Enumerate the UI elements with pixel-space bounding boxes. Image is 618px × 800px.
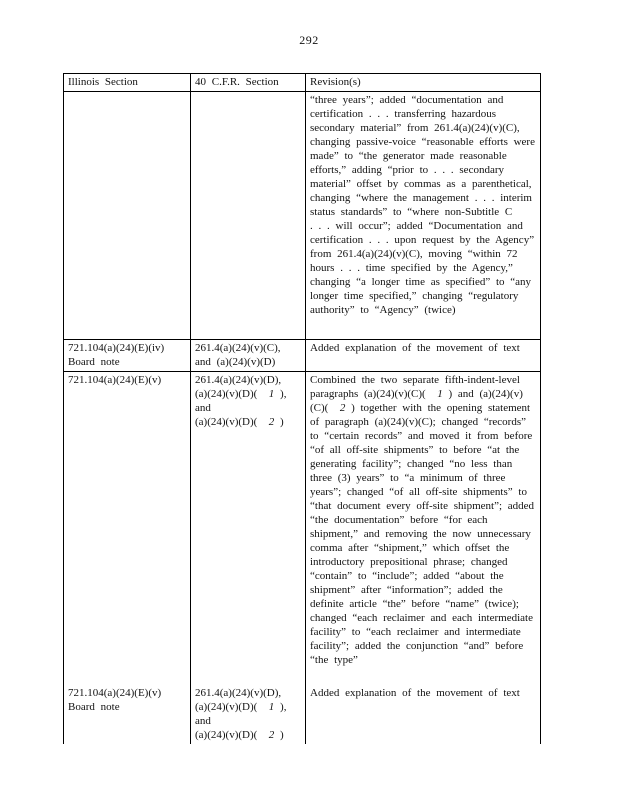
table-row-continuation: “three years”; added “documentation and … — [63, 91, 541, 340]
revisions-table: Illinois Section 40 C.F.R. Section Revis… — [63, 73, 541, 744]
cell-revisions: Added explanation of the movement of tex… — [305, 685, 541, 744]
table-row: 721.104(a)(24)(E)(iv) Board note 261.4(a… — [63, 339, 541, 372]
cell-illinois-section — [63, 91, 191, 340]
cell-revisions: Combined the two separate fifth-indent-l… — [305, 371, 541, 685]
cell-cfr-section: 261.4(a)(24)(v)(D), (a)(24)(v)(D)( 1 ), … — [190, 371, 306, 685]
table-row-no-border: 721.104(a)(24)(E)(v) Board note 261.4(a)… — [63, 685, 541, 744]
cell-cfr-section — [190, 91, 306, 340]
cell-revisions: “three years”; added “documentation and … — [305, 91, 541, 340]
cell-cfr-section: 261.4(a)(24)(v)(C), and (a)(24)(v)(D) — [190, 339, 306, 372]
cell-illinois-section: 721.104(a)(24)(E)(v) — [63, 371, 191, 685]
column-header-illinois-section: Illinois Section — [63, 73, 191, 92]
table-row: 721.104(a)(24)(E)(v) 261.4(a)(24)(v)(D),… — [63, 371, 541, 685]
column-header-cfr-section: 40 C.F.R. Section — [190, 73, 306, 92]
column-header-revisions: Revision(s) — [305, 73, 541, 92]
cell-illinois-section: 721.104(a)(24)(E)(v) Board note — [63, 685, 191, 744]
page-number: 292 — [299, 33, 319, 47]
cell-revisions: Added explanation of the movement of tex… — [305, 339, 541, 372]
cell-cfr-section: 261.4(a)(24)(v)(D), (a)(24)(v)(D)( 1 ), … — [190, 685, 306, 744]
cell-illinois-section: 721.104(a)(24)(E)(iv) Board note — [63, 339, 191, 372]
table-header-row: Illinois Section 40 C.F.R. Section Revis… — [63, 73, 541, 92]
